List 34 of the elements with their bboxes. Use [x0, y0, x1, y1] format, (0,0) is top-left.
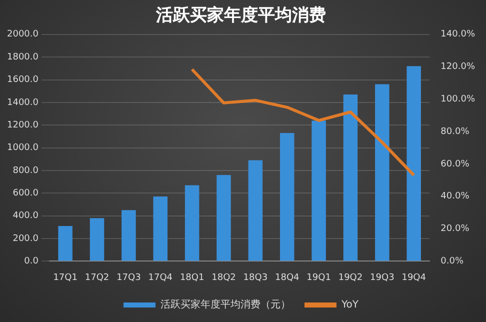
x-tick-label: 19Q1	[306, 272, 331, 283]
y-tick-label: 1200.0	[6, 120, 39, 130]
y2-tick-label: 20.0%	[440, 224, 470, 234]
x-tick-label: 17Q1	[53, 272, 78, 283]
x-tick-label: 17Q3	[116, 272, 141, 283]
y-tick-label: 200.0	[12, 234, 39, 244]
y2-tick-label: 140.0%	[440, 30, 476, 40]
y-tick-label: 2000.0	[6, 30, 39, 40]
y-tick-label: 1000.0	[6, 143, 39, 154]
x-tick-label: 18Q4	[274, 272, 300, 283]
y-tick-label: 0.0	[24, 256, 39, 267]
y2-tick-label: 0.0%	[440, 256, 464, 267]
y2-tick-label: 80.0%	[440, 126, 470, 137]
chart-title: 活跃买家年度平均消费	[155, 6, 326, 26]
x-tick-label: 18Q1	[180, 272, 204, 283]
x-tick-label: 17Q4	[148, 272, 173, 283]
y2-tick-label: 120.0%	[440, 62, 476, 72]
y2-tick-label: 40.0%	[440, 192, 470, 202]
x-tick-label: 19Q3	[370, 272, 394, 283]
x-tick-label: 18Q2	[212, 272, 236, 283]
legend-label: YoY	[340, 300, 360, 311]
legend-label: 活跃买家年度平均消费（元）	[160, 298, 290, 311]
y-tick-label: 600.0	[12, 188, 39, 199]
y-tick-label: 1800.0	[6, 52, 39, 62]
x-tick-label: 19Q4	[402, 272, 426, 283]
x-tick-label: 18Q3	[243, 272, 268, 283]
y-tick-label: 400.0	[12, 211, 39, 222]
y2-tick-label: 60.0%	[440, 159, 470, 170]
y-tick-label: 1400.0	[6, 98, 39, 108]
x-tick-label: 17Q2	[84, 272, 110, 283]
y-tick-label: 800.0	[12, 166, 39, 176]
y-tick-label: 1600.0	[6, 75, 39, 86]
y2-tick-label: 100.0%	[440, 94, 476, 105]
x-tick-label: 19Q2	[338, 272, 363, 283]
